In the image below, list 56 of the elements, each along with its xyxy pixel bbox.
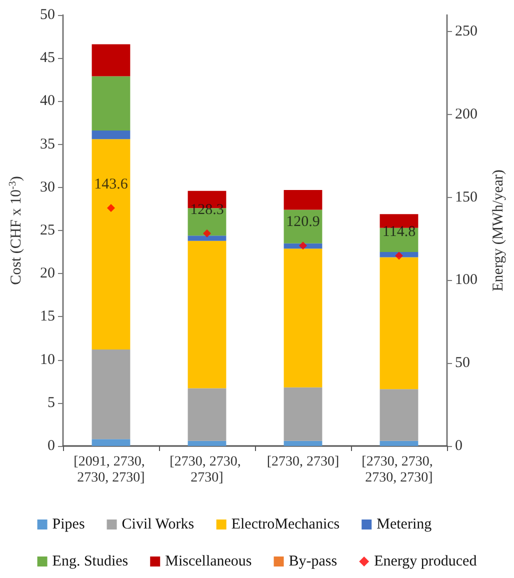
bar: [92, 130, 130, 140]
bar: [284, 387, 322, 441]
y-tick-label: 0: [48, 438, 55, 454]
bar: [188, 240, 226, 388]
bar: [92, 439, 130, 446]
bar: [188, 440, 226, 446]
x-tick-label: [2730, 2730, 2730, 2730]: [362, 454, 436, 486]
y-tick-label: 15: [40, 308, 55, 325]
legend-label: ElectroMechanics: [231, 516, 340, 532]
point: [203, 229, 211, 238]
legend-label: Eng. Studies: [52, 554, 128, 570]
bar: [188, 388, 226, 441]
x-tick-label: [2730, 2730]: [266, 454, 340, 470]
y2-tick-label: 150: [455, 189, 478, 206]
point: [299, 242, 307, 250]
y2-tick-label: 200: [455, 106, 478, 122]
bar: [380, 440, 418, 446]
bar: [188, 236, 226, 241]
legend-label: Civil Works: [122, 516, 194, 532]
y2-tick-label: 100: [455, 272, 478, 288]
y-tick-label: 50: [40, 7, 55, 23]
bar: [380, 389, 418, 441]
y2-tick-label: 250: [455, 24, 478, 40]
bar: [92, 139, 130, 350]
bar: [284, 248, 322, 388]
y2-axis-title: Energy (MWh/year): [490, 170, 506, 292]
data-label: 114.8: [382, 224, 416, 240]
x-tick-label: [2091, 2730, 2730, 2730]: [74, 454, 148, 486]
x-tick-label: [2730, 2730, 2730]: [170, 454, 244, 486]
legend-label: Energy produced: [374, 554, 478, 570]
y-axis-title: Cost (CHF x 10-3): [8, 176, 24, 285]
legend-label: Metering: [376, 516, 432, 532]
bar: [380, 257, 418, 390]
y-tick-label: 20: [40, 266, 55, 282]
point: [107, 204, 115, 212]
y-tick-label: 35: [40, 136, 55, 152]
data-label: 120.9: [286, 214, 320, 230]
y-tick-label: 5: [48, 394, 55, 411]
y-tick-label: 45: [40, 50, 55, 66]
bar: [284, 190, 322, 210]
y-tick-label: 30: [40, 179, 55, 196]
y2-tick-label: 50: [455, 355, 470, 372]
y2-tick-label: 0: [455, 438, 462, 454]
legend-label: Miscellaneous: [165, 554, 252, 570]
y-tick-label: 25: [40, 222, 55, 238]
bar: [380, 214, 418, 228]
bar: [92, 349, 130, 440]
bar: [92, 76, 130, 131]
y-tick-label: 10: [40, 352, 55, 368]
bar: [92, 44, 130, 76]
data-label: 143.6: [94, 176, 128, 192]
legend-label: Pipes: [52, 516, 85, 532]
legend-label: By-pass: [288, 554, 338, 570]
point: [395, 252, 403, 260]
y-tick-label: 40: [40, 93, 55, 110]
bar: [284, 440, 322, 446]
